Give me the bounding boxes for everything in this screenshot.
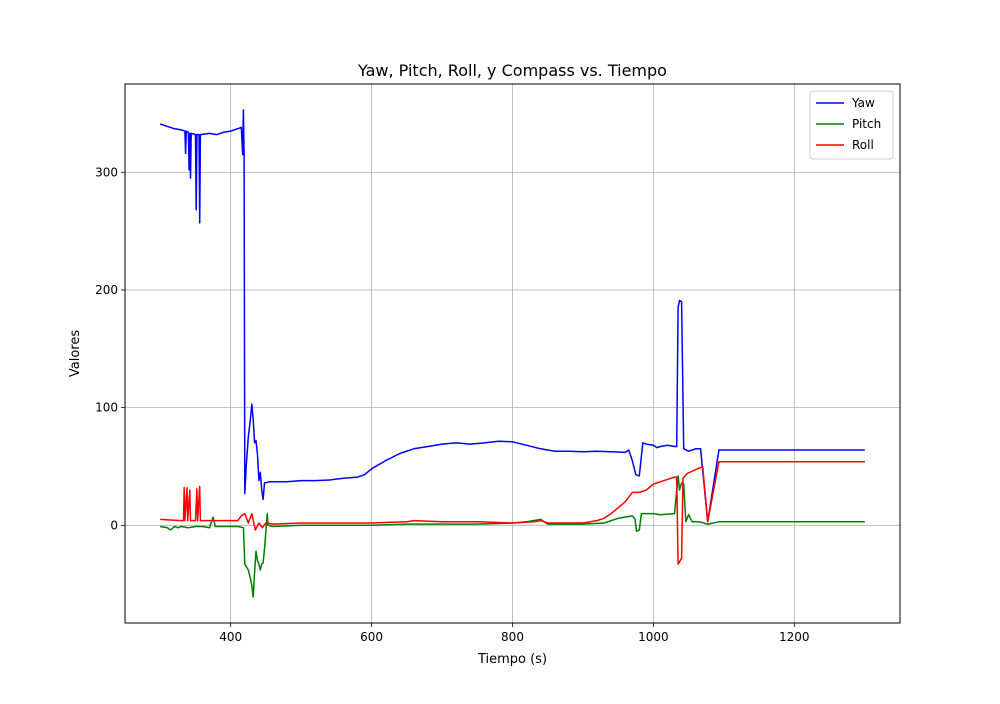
y-tick-label: 100 — [95, 401, 118, 415]
x-tick-label: 400 — [219, 630, 242, 644]
legend-label-pitch: Pitch — [852, 117, 881, 131]
grid-lines — [125, 84, 900, 623]
y-tick-label: 0 — [110, 518, 118, 532]
legend: Yaw Pitch Roll — [809, 90, 894, 160]
y-tick-label: 200 — [95, 283, 118, 297]
x-tick-label: 600 — [360, 630, 383, 644]
y-axis-label: Valores — [68, 330, 83, 377]
x-tick-label: 800 — [501, 630, 524, 644]
y-tick-label: 300 — [95, 165, 118, 179]
series-lines — [159, 109, 865, 598]
legend-label-roll: Roll — [852, 138, 874, 152]
axis-ticks: 400 600 800 1000 1200 0 100 200 300 — [95, 165, 809, 644]
legend-label-yaw: Yaw — [851, 96, 875, 110]
legend-box — [809, 90, 894, 160]
series-line-yaw — [159, 109, 865, 523]
x-axis-label: Tiempo (s) — [477, 652, 547, 667]
series-line-roll — [160, 461, 865, 565]
chart-title: Yaw, Pitch, Roll, y Compass vs. Tiempo — [357, 61, 667, 80]
x-tick-label: 1000 — [638, 630, 669, 644]
series-line-pitch — [160, 475, 865, 598]
x-tick-label: 1200 — [779, 630, 810, 644]
